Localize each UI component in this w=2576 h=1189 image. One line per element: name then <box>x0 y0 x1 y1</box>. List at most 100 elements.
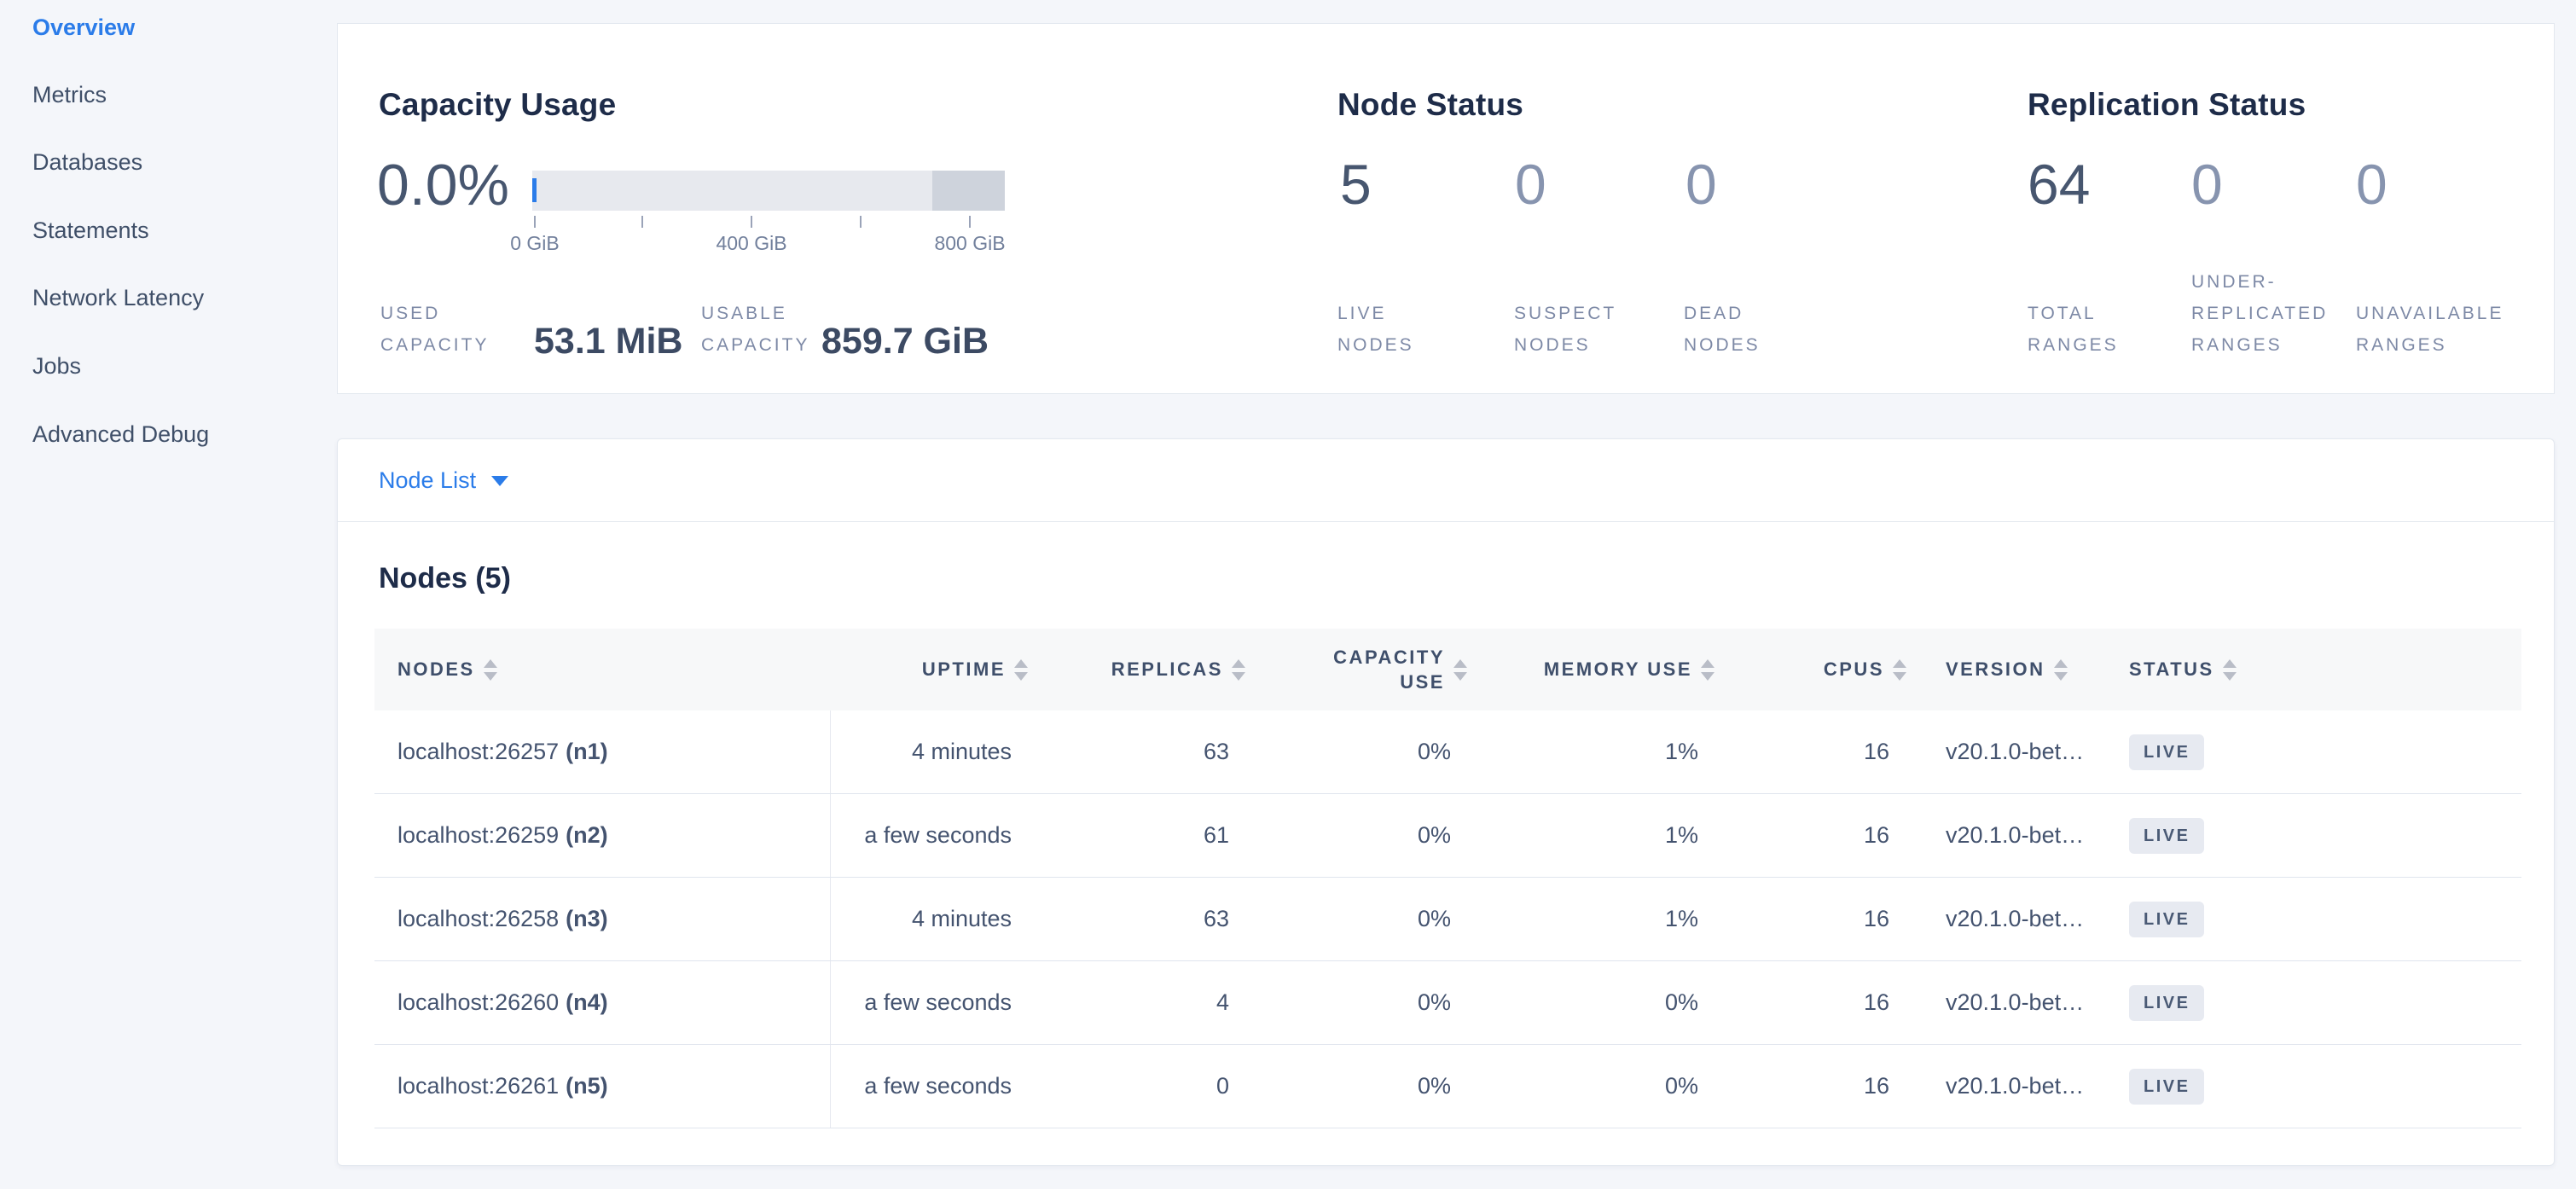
version-text: v20.1.0-bet… <box>1946 822 2085 848</box>
row-spacer <box>2304 961 2521 1044</box>
sidebar-item-statements[interactable]: Statements <box>32 218 149 243</box>
under-replicated-ranges-label: UNDER-REPLICATED RANGES <box>2191 272 2329 355</box>
view-selector-row: Node List <box>338 439 2554 522</box>
node-address: localhost:26259 <box>397 822 560 848</box>
nodes-heading: Nodes (5) <box>379 562 511 594</box>
replicas-cell: 63 <box>1203 906 1229 931</box>
row-spacer <box>2304 794 2521 877</box>
version-text: v20.1.0-bet… <box>1946 906 2085 931</box>
capacity-use-cell: 0% <box>1417 989 1451 1015</box>
status-cell: LIVE <box>2103 1045 2304 1128</box>
cpus-cell: 16 <box>1863 906 1889 931</box>
sidebar-item-network-latency[interactable]: Network Latency <box>32 285 205 310</box>
node-address-cell: localhost:26257 (n1) <box>374 710 831 793</box>
sort-icon <box>1453 658 1467 681</box>
column-header-label: REPLICAS <box>1111 658 1223 680</box>
column-header-capacity-use[interactable]: CAPACITY USE <box>1250 629 1472 710</box>
cpus-cell: 16 <box>1863 739 1889 764</box>
version-cell: v20.1.0-bet… <box>1912 878 2103 960</box>
live-nodes-count: 5 <box>1340 153 1372 216</box>
status-cell: LIVE <box>2103 878 2304 960</box>
node-id: (n3) <box>566 906 608 931</box>
status-cell: LIVE <box>2103 794 2304 877</box>
version-cell: v20.1.0-bet… <box>1912 794 2103 877</box>
table-header-row: NODES UPTIME REPLICAS CAPACITY USE MEMOR… <box>374 629 2521 710</box>
sidebar-item-overview[interactable]: Overview <box>32 14 136 40</box>
version-text: v20.1.0-bet… <box>1946 739 2085 764</box>
column-header-uptime[interactable]: UPTIME <box>831 629 1033 710</box>
column-header-version[interactable]: VERSION <box>1912 629 2103 710</box>
table-row[interactable]: localhost:26261 (n5) a few seconds 0 0% … <box>374 1045 2521 1128</box>
version-text: v20.1.0-bet… <box>1946 989 2085 1015</box>
column-header-label: NODES <box>397 658 475 680</box>
capacity-usage-bar: 0 GiB 400 GiB 800 GiB <box>510 171 1006 254</box>
column-header-label: CAPACITY USE <box>1333 647 1445 693</box>
sidebar-item-databases[interactable]: Databases <box>32 149 143 175</box>
row-spacer <box>2304 1045 2521 1128</box>
usable-capacity-value: 859.7 GiB <box>821 321 989 362</box>
cluster-summary-card: Capacity Usage 0.0% 0 GiB 400 GiB 800 Gi… <box>337 23 2555 394</box>
status-badge: LIVE <box>2129 1068 2205 1105</box>
sort-icon <box>1701 658 1714 681</box>
table-row[interactable]: localhost:26258 (n3) 4 minutes 63 0% 1% … <box>374 878 2521 961</box>
suspect-nodes-label: SUSPECT NODES <box>1514 304 1616 355</box>
column-header-label: STATUS <box>2129 658 2214 680</box>
sidebar-item-advanced-debug[interactable]: Advanced Debug <box>32 421 210 447</box>
cpus-cell: 16 <box>1863 1073 1889 1099</box>
replication-status-title: Replication Status <box>2028 87 2306 122</box>
node-list-selector-label: Node List <box>379 467 477 493</box>
axis-tick <box>860 216 862 228</box>
suspect-nodes-count: 0 <box>1515 153 1546 216</box>
axis-tick <box>751 216 752 228</box>
node-id: (n5) <box>566 1073 608 1099</box>
version-cell: v20.1.0-bet… <box>1912 1045 2103 1128</box>
status-badge: LIVE <box>2129 817 2205 854</box>
memory-use-cell: 1% <box>1664 822 1698 848</box>
nodes-table: NODES UPTIME REPLICAS CAPACITY USE MEMOR… <box>374 629 2521 1128</box>
uptime-cell: a few seconds <box>864 822 1012 848</box>
capacity-bar-reserved-segment <box>932 171 1005 211</box>
sort-icon <box>483 658 497 681</box>
memory-use-cell: 1% <box>1664 906 1698 931</box>
axis-label-400gib: 400 GiB <box>716 232 787 254</box>
cpus-cell: 16 <box>1863 822 1889 848</box>
total-ranges-count: 64 <box>2028 153 2091 216</box>
capacity-use-cell: 0% <box>1417 822 1451 848</box>
chevron-down-icon <box>491 475 509 486</box>
node-address-cell: localhost:26258 (n3) <box>374 878 831 960</box>
capacity-use-cell: 0% <box>1417 739 1451 764</box>
uptime-cell: 4 minutes <box>911 739 1012 764</box>
column-header-label: UPTIME <box>921 658 1006 680</box>
column-header-nodes[interactable]: NODES <box>374 629 831 710</box>
sidebar: Overview Metrics Databases Statements Ne… <box>0 0 337 1189</box>
node-id: (n4) <box>566 989 608 1015</box>
axis-tick <box>969 216 971 228</box>
node-list-selector[interactable]: Node List <box>379 439 509 522</box>
replicas-cell: 63 <box>1203 739 1229 764</box>
column-header-status[interactable]: STATUS <box>2103 629 2304 710</box>
status-badge: LIVE <box>2129 984 2205 1021</box>
version-text: v20.1.0-bet… <box>1946 1073 2085 1099</box>
column-header-replicas[interactable]: REPLICAS <box>1033 629 1250 710</box>
dead-nodes-count: 0 <box>1685 153 1717 216</box>
node-address-cell: localhost:26261 (n5) <box>374 1045 831 1128</box>
node-status-title: Node Status <box>1337 87 1524 122</box>
node-address-cell: localhost:26259 (n2) <box>374 794 831 877</box>
column-header-cpus[interactable]: CPUS <box>1720 629 1912 710</box>
sort-icon <box>2222 658 2237 681</box>
uptime-cell: a few seconds <box>864 1073 1012 1099</box>
sort-icon <box>1893 658 1906 681</box>
sidebar-item-metrics[interactable]: Metrics <box>32 82 107 107</box>
status-cell: LIVE <box>2103 961 2304 1044</box>
node-id: (n2) <box>566 822 608 848</box>
axis-tick <box>534 216 536 228</box>
table-row[interactable]: localhost:26259 (n2) a few seconds 61 0%… <box>374 794 2521 878</box>
table-row[interactable]: localhost:26260 (n4) a few seconds 4 0% … <box>374 961 2521 1045</box>
node-id: (n1) <box>566 739 608 764</box>
table-row[interactable]: localhost:26257 (n1) 4 minutes 63 0% 1% … <box>374 710 2521 794</box>
usable-capacity-label: USABLE CAPACITY <box>701 304 810 355</box>
version-cell: v20.1.0-bet… <box>1912 710 2103 793</box>
sidebar-item-jobs[interactable]: Jobs <box>32 353 82 379</box>
column-header-spacer <box>2304 629 2521 710</box>
column-header-memory-use[interactable]: MEMORY USE <box>1472 629 1720 710</box>
